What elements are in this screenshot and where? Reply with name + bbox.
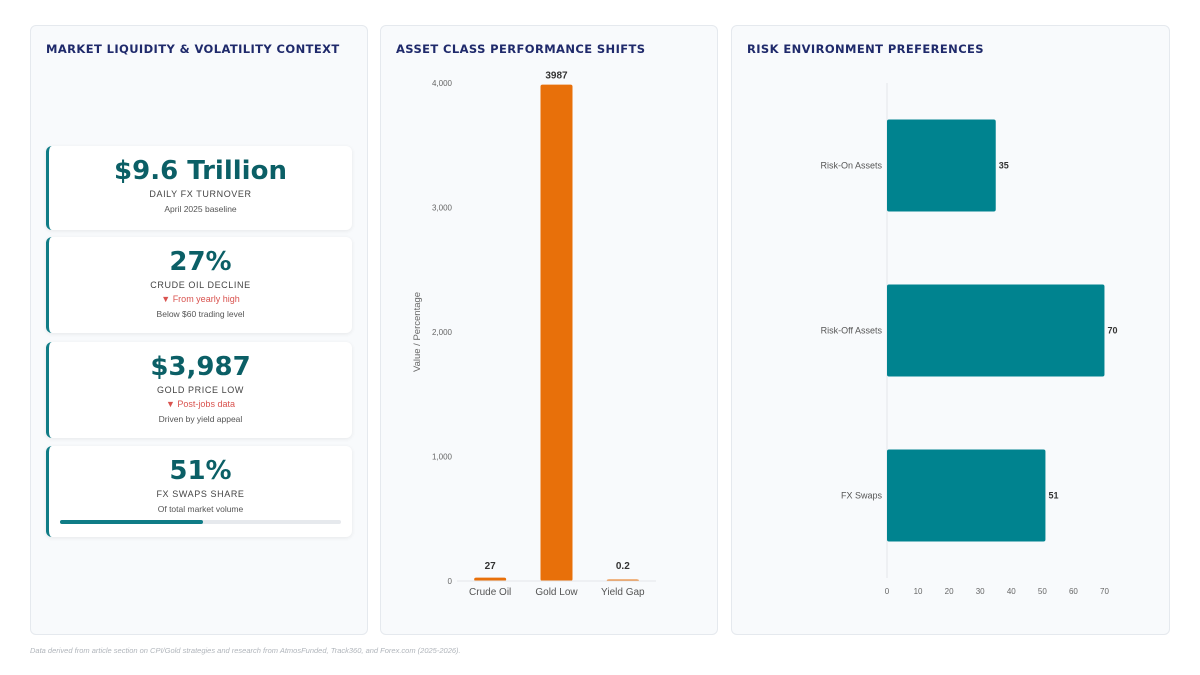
kpi-value: $9.6 Trillion <box>114 156 287 186</box>
kpi-change: ▼ Post-jobs data <box>166 399 235 409</box>
risk-preferences-panel: RISK ENVIRONMENT PREFERENCES 35 Risk-On A… <box>731 25 1170 635</box>
kpi-value: $3,987 <box>150 352 251 382</box>
bar-gold-low <box>540 84 573 581</box>
data-label: 3987 <box>545 71 568 82</box>
kpi-panel-title: MARKET LIQUIDITY & VOLATILITY CONTEXT <box>46 42 340 56</box>
y-tick-label: Risk-Off Assets <box>821 326 883 336</box>
x-tick-label: Yield Gap <box>601 587 645 598</box>
x-tick-label: 40 <box>1007 587 1016 596</box>
y-tick-label: 2,000 <box>432 328 453 337</box>
y-tick-label: 0 <box>448 577 453 586</box>
x-tick-label: 10 <box>914 587 923 596</box>
y-tick-label: 3,000 <box>432 204 453 213</box>
x-tick-label: Gold Low <box>535 587 578 598</box>
y-axis-label: Value / Percentage <box>412 292 423 372</box>
risk-preferences-title: RISK ENVIRONMENT PREFERENCES <box>747 42 984 56</box>
y-tick-label: Risk-On Assets <box>820 161 882 171</box>
x-tick-label: Crude Oil <box>469 587 511 598</box>
data-label: 0.2 <box>616 561 630 572</box>
y-tick-label: 4,000 <box>432 79 453 88</box>
kpi-label: CRUDE OIL DECLINE <box>150 280 251 290</box>
kpi-value: 27% <box>169 247 232 277</box>
bar-crude-oil <box>474 577 507 581</box>
kpi-sub: Below $60 trading level <box>156 309 245 319</box>
x-tick-label: 50 <box>1038 587 1047 596</box>
x-tick-label: 60 <box>1069 587 1078 596</box>
kpi-sub: April 2025 baseline <box>164 204 237 214</box>
kpi-sub: Driven by yield appeal <box>158 414 243 424</box>
kpi-value: 51% <box>169 456 232 486</box>
data-label: 70 <box>1107 326 1117 336</box>
kpi-card-fx-turnover: $9.6 Trillion DAILY FX TURNOVER April 20… <box>46 146 352 230</box>
bar-risk-off-assets <box>887 284 1105 377</box>
bar-fx-swaps <box>887 449 1046 542</box>
kpi-change: ▼ From yearly high <box>161 294 240 304</box>
data-label: 35 <box>999 161 1009 171</box>
y-tick-label: FX Swaps <box>841 491 883 501</box>
bar-risk-on-assets <box>887 119 996 212</box>
x-tick-label: 30 <box>976 587 985 596</box>
y-tick-label: 1,000 <box>432 453 453 462</box>
x-tick-label: 0 <box>885 587 890 596</box>
asset-performance-chart: 0 1,000 2,000 3,000 4,000 Value / Percentage 2… <box>412 71 656 598</box>
kpi-panel: MARKET LIQUIDITY & VOLATILITY CONTEXT $9… <box>30 25 368 635</box>
kpi-sub: Of total market volume <box>157 504 244 514</box>
source-footnote: Data derived from article section on CPI… <box>30 646 461 655</box>
kpi-card-crude-oil: 27% CRUDE OIL DECLINE ▼ From yearly high… <box>46 237 352 333</box>
kpi-card-gold-price: $3,987 GOLD PRICE LOW ▼ Post-jobs data D… <box>46 342 352 438</box>
x-tick-label: 70 <box>1100 587 1109 596</box>
asset-performance-title: ASSET CLASS PERFORMANCE SHIFTS <box>396 42 646 56</box>
data-label: 51 <box>1048 491 1058 501</box>
progress-bar-fill <box>60 520 204 524</box>
x-tick-label: 20 <box>945 587 954 596</box>
kpi-label: FX SWAPS SHARE <box>156 489 245 499</box>
kpi-label: GOLD PRICE LOW <box>157 385 244 395</box>
progress-bar-track <box>60 520 341 524</box>
data-label: 27 <box>485 561 497 572</box>
asset-performance-panel: ASSET CLASS PERFORMANCE SHIFTS 0 1,000 2,0… <box>380 25 718 635</box>
kpi-label: DAILY FX TURNOVER <box>149 189 252 199</box>
kpi-card-fx-swaps: 51% FX SWAPS SHARE Of total market volum… <box>46 446 352 537</box>
risk-preferences-chart: 35 Risk-On Assets 70 Risk-Off Assets 51 FX Sw… <box>820 83 1117 596</box>
